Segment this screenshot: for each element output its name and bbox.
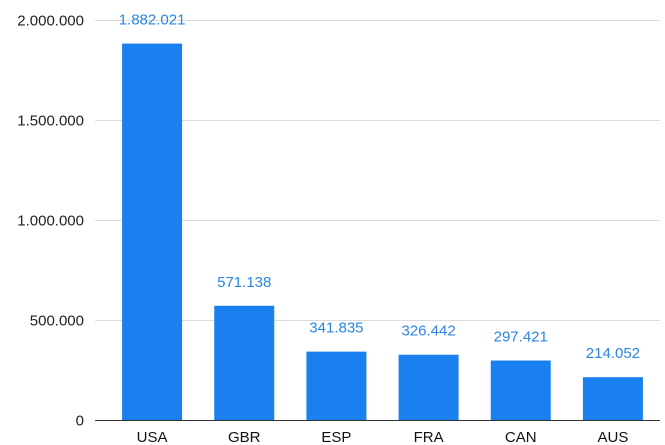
bar-usa [122, 43, 183, 421]
bar-aus [582, 377, 643, 420]
bar-gbr [214, 305, 275, 420]
y-tick-label: 1.000.000 [17, 213, 84, 230]
x-tick-label-can: CAN [505, 429, 537, 445]
y-tick-label: 500.000 [30, 313, 84, 330]
value-label-gbr: 571.138 [217, 274, 271, 291]
value-label-usa: 1.882.021 [119, 12, 186, 29]
bar-esp [306, 351, 367, 420]
x-tick-label-gbr: GBR [228, 429, 261, 445]
x-tick-label-esp: ESP [321, 429, 351, 445]
x-tick-label-aus: AUS [597, 429, 628, 445]
gridlines [95, 20, 660, 321]
y-tick-label: 1.500.000 [17, 113, 84, 130]
value-label-fra: 326.442 [401, 323, 455, 340]
x-axis-tick-labels: USA GBR ESP FRA CAN AUS [137, 429, 629, 445]
value-label-can: 297.421 [494, 329, 548, 346]
y-axis-tick-labels: 0 500.000 1.000.000 1.500.000 2.000.000 [17, 13, 84, 430]
bar-fra [398, 354, 459, 420]
bar-can [490, 360, 551, 420]
bars [122, 43, 643, 421]
value-labels: 1.882.021 571.138 341.835 326.442 297.421 214… [119, 12, 640, 363]
y-tick-label: 0 [76, 413, 84, 430]
value-label-aus: 214.052 [586, 345, 640, 362]
y-tick-label: 2.000.000 [17, 13, 84, 30]
x-tick-label-fra: FRA [414, 429, 444, 445]
value-label-esp: 341.835 [309, 320, 363, 337]
x-tick-label-usa: USA [137, 429, 168, 445]
